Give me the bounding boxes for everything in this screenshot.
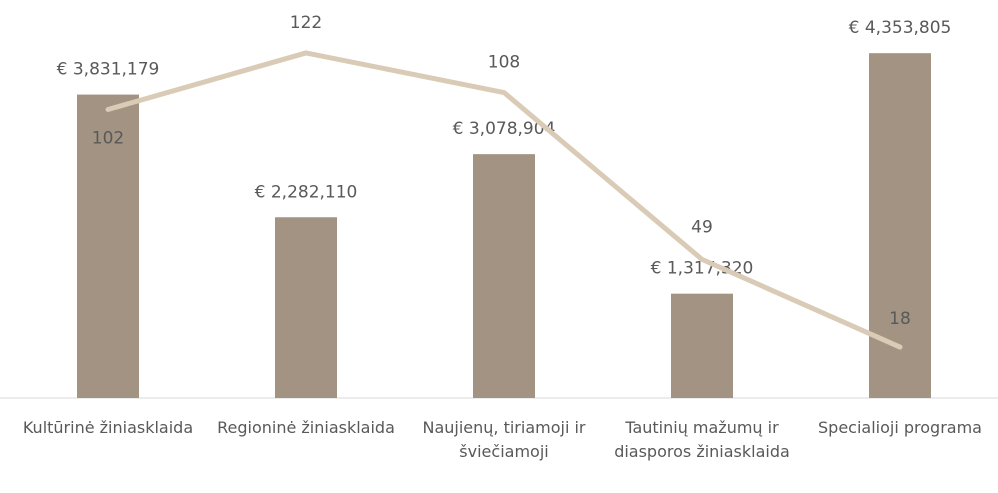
x-tick-label: Regioninė žiniasklaida bbox=[217, 418, 395, 437]
line-label: 18 bbox=[889, 309, 911, 329]
line bbox=[105, 50, 903, 350]
bar-label: € 1,317,320 bbox=[651, 259, 754, 279]
bar bbox=[671, 293, 733, 398]
line-label: 122 bbox=[290, 13, 322, 33]
bar-label: € 3,831,179 bbox=[57, 60, 160, 80]
x-tick-label: Naujienų, tiriamoji ir šviečiamoji bbox=[422, 418, 586, 461]
bar-label: € 3,078,904 bbox=[453, 119, 556, 139]
bar bbox=[77, 94, 139, 399]
x-tick-label: Kultūrinė žiniasklaida bbox=[22, 418, 194, 437]
line-label: 108 bbox=[488, 53, 520, 73]
bar-label: € 2,282,110 bbox=[255, 182, 358, 202]
x-tick-label: Tautinių mažumų ir diasporos žiniasklaid… bbox=[614, 418, 790, 461]
bar-label: € 4,353,805 bbox=[849, 18, 952, 38]
line-label: 49 bbox=[691, 217, 713, 237]
x-tick-label: Specialioji programa bbox=[818, 418, 982, 437]
line-label: 102 bbox=[92, 128, 124, 148]
bar bbox=[275, 217, 337, 398]
bar bbox=[473, 154, 535, 398]
